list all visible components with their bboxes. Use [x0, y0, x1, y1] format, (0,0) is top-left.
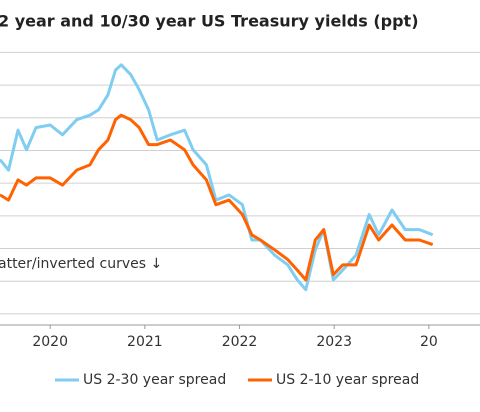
- legend-label: US 2-10 year spread: [276, 372, 419, 388]
- x-tick-label: 2022: [222, 334, 258, 350]
- annotation: atter/inverted curves ↓: [0, 256, 162, 272]
- series-line: [0, 113, 434, 282]
- x-tick-label: 2023: [316, 334, 352, 350]
- legend-label: US 2-30 year spread: [83, 372, 226, 388]
- x-tick-label: 20: [420, 334, 438, 350]
- x-tick-label: 2021: [127, 334, 163, 350]
- chart-title: 2 year and 10/30 year US Treasury yields…: [0, 12, 419, 31]
- x-tick-label: 2020: [32, 334, 68, 350]
